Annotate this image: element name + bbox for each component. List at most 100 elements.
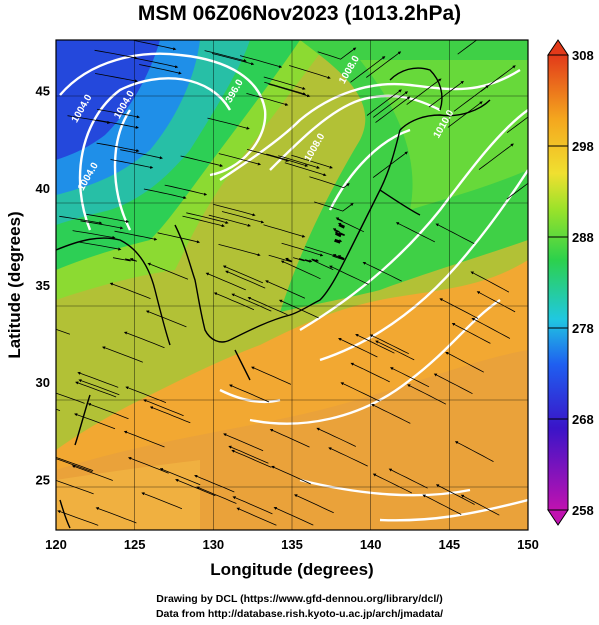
streamline	[372, 91, 409, 118]
streamline	[395, 222, 435, 243]
streamline	[268, 254, 293, 263]
x-tick-label: 120	[45, 537, 67, 552]
streamline	[251, 366, 292, 385]
x-tick-label: 140	[360, 537, 382, 552]
streamline	[143, 188, 187, 200]
streamline	[355, 334, 395, 354]
streamline	[369, 334, 409, 355]
streamline	[340, 382, 380, 402]
streamline	[80, 220, 124, 230]
streamline	[231, 449, 272, 468]
streamline	[457, 40, 478, 55]
streamline	[205, 272, 246, 291]
streamline	[218, 153, 262, 166]
streamline	[269, 428, 310, 448]
streamline	[366, 89, 402, 116]
streamline	[445, 351, 484, 373]
streamline	[268, 83, 311, 98]
streamline	[273, 506, 314, 526]
streamline	[110, 159, 154, 169]
streamline	[478, 143, 514, 170]
streamline	[175, 479, 216, 497]
streamline	[375, 340, 415, 361]
streamline	[139, 64, 182, 75]
colorbar-tick-label: 278	[572, 321, 594, 336]
streamline	[264, 81, 307, 96]
y-tick-label: 25	[36, 472, 50, 487]
streamline	[120, 149, 163, 160]
streamline	[228, 445, 269, 464]
streamline	[247, 296, 288, 316]
streamline	[229, 384, 270, 403]
streamline	[372, 151, 408, 178]
y-tick-label: 45	[36, 84, 50, 99]
streamline	[218, 244, 261, 257]
streamline	[78, 379, 120, 396]
streamline	[59, 215, 103, 225]
streamline	[447, 101, 483, 128]
streamline	[239, 55, 283, 68]
streamline	[278, 155, 320, 169]
streamline	[422, 494, 462, 515]
streamline	[470, 271, 510, 293]
streamline	[159, 468, 201, 486]
streamline	[454, 441, 494, 462]
streamline	[506, 182, 528, 200]
streamline	[86, 213, 130, 223]
x-tick-label: 135	[281, 537, 303, 552]
streamline	[329, 265, 369, 285]
x-axis-ticks: 120 125 130 135 140 145 150	[45, 537, 539, 552]
x-axis-label: Longitude (degrees)	[210, 560, 373, 579]
streamline	[372, 473, 412, 494]
streamline	[284, 162, 327, 177]
streamline	[263, 76, 306, 90]
streamline	[97, 108, 140, 119]
streamline	[125, 386, 167, 403]
streamline	[291, 154, 333, 169]
streamline	[74, 413, 116, 430]
lat-lon-grid	[56, 40, 528, 530]
streamline	[211, 53, 255, 66]
streamline	[204, 50, 247, 63]
streamline	[208, 214, 251, 227]
streamline	[406, 78, 442, 105]
streamline	[114, 230, 158, 241]
streamline	[186, 212, 229, 224]
streamline	[223, 433, 264, 452]
colorbar-tick-label: 308	[572, 48, 594, 63]
streamline	[109, 282, 151, 299]
x-tick-label: 130	[202, 537, 224, 552]
streamline	[350, 56, 386, 83]
streamline	[281, 242, 324, 257]
streamline	[407, 384, 447, 405]
streamline	[112, 257, 138, 262]
streamline	[389, 367, 430, 388]
streamline	[56, 328, 71, 335]
y-tick-label: 35	[36, 278, 50, 293]
streamline	[311, 258, 334, 271]
y-axis-label: Latitude (degrees)	[5, 211, 24, 358]
streamline	[180, 155, 224, 167]
plot-frame	[55, 39, 529, 531]
colorbar-tick-label: 258	[572, 503, 594, 518]
streamline	[289, 65, 331, 79]
streamline	[337, 222, 345, 229]
streamline	[72, 230, 116, 239]
colorbar-min-arrow	[547, 509, 569, 526]
streamline	[309, 176, 350, 189]
streamline	[133, 40, 177, 51]
streamline	[435, 223, 475, 245]
streamline	[56, 458, 93, 473]
streamline	[246, 93, 289, 106]
streamline	[265, 280, 306, 299]
streamline	[207, 117, 250, 130]
colorbar-tick-label: 288	[572, 230, 594, 245]
streamline	[388, 468, 428, 489]
streamline	[96, 142, 140, 153]
streamline	[366, 51, 402, 78]
streamline	[471, 317, 511, 339]
streamline	[95, 507, 137, 524]
streamline	[334, 238, 343, 244]
